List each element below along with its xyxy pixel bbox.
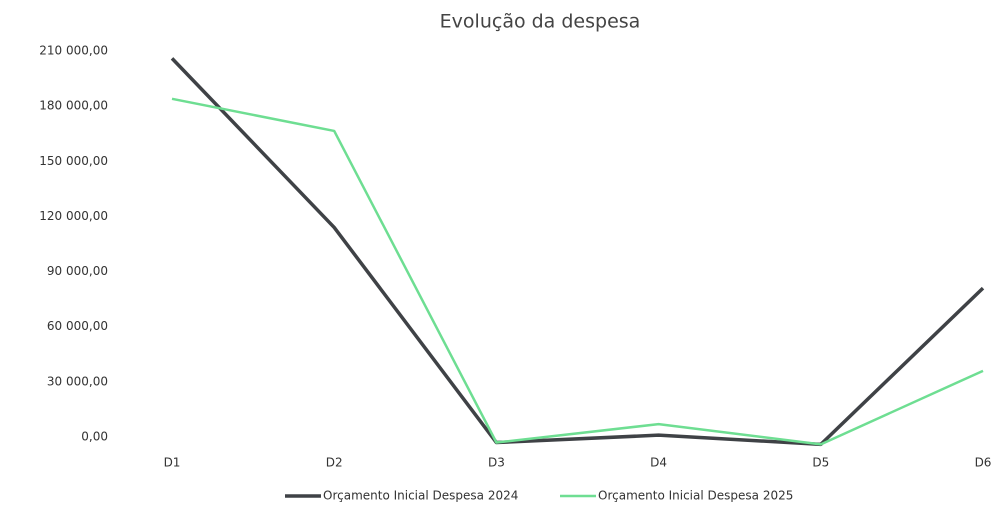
y-tick-label: 0,00 [81,430,108,444]
y-tick-label: 60 000,00 [47,319,108,333]
y-tick-label: 210 000,00 [39,44,108,58]
y-tick-label: 90 000,00 [47,264,108,278]
y-tick-label: 120 000,00 [39,209,108,223]
series-line [170,57,985,447]
y-tick-label: 30 000,00 [47,374,108,388]
x-tick-label: D4 [650,456,667,470]
series-line [171,97,984,446]
legend-label: Orçamento Inicial Despesa 2024 [323,489,518,503]
x-tick-label: D5 [812,456,829,470]
legend-label: Orçamento Inicial Despesa 2025 [598,489,793,503]
x-tick-label: D2 [326,456,343,470]
x-tick-label: D1 [164,456,181,470]
y-tick-label: 150 000,00 [39,154,108,168]
chart-title: Evolução da despesa [440,11,641,33]
x-tick-label: D3 [488,456,505,470]
x-tick-label: D6 [975,456,992,470]
y-tick-label: 180 000,00 [39,99,108,113]
